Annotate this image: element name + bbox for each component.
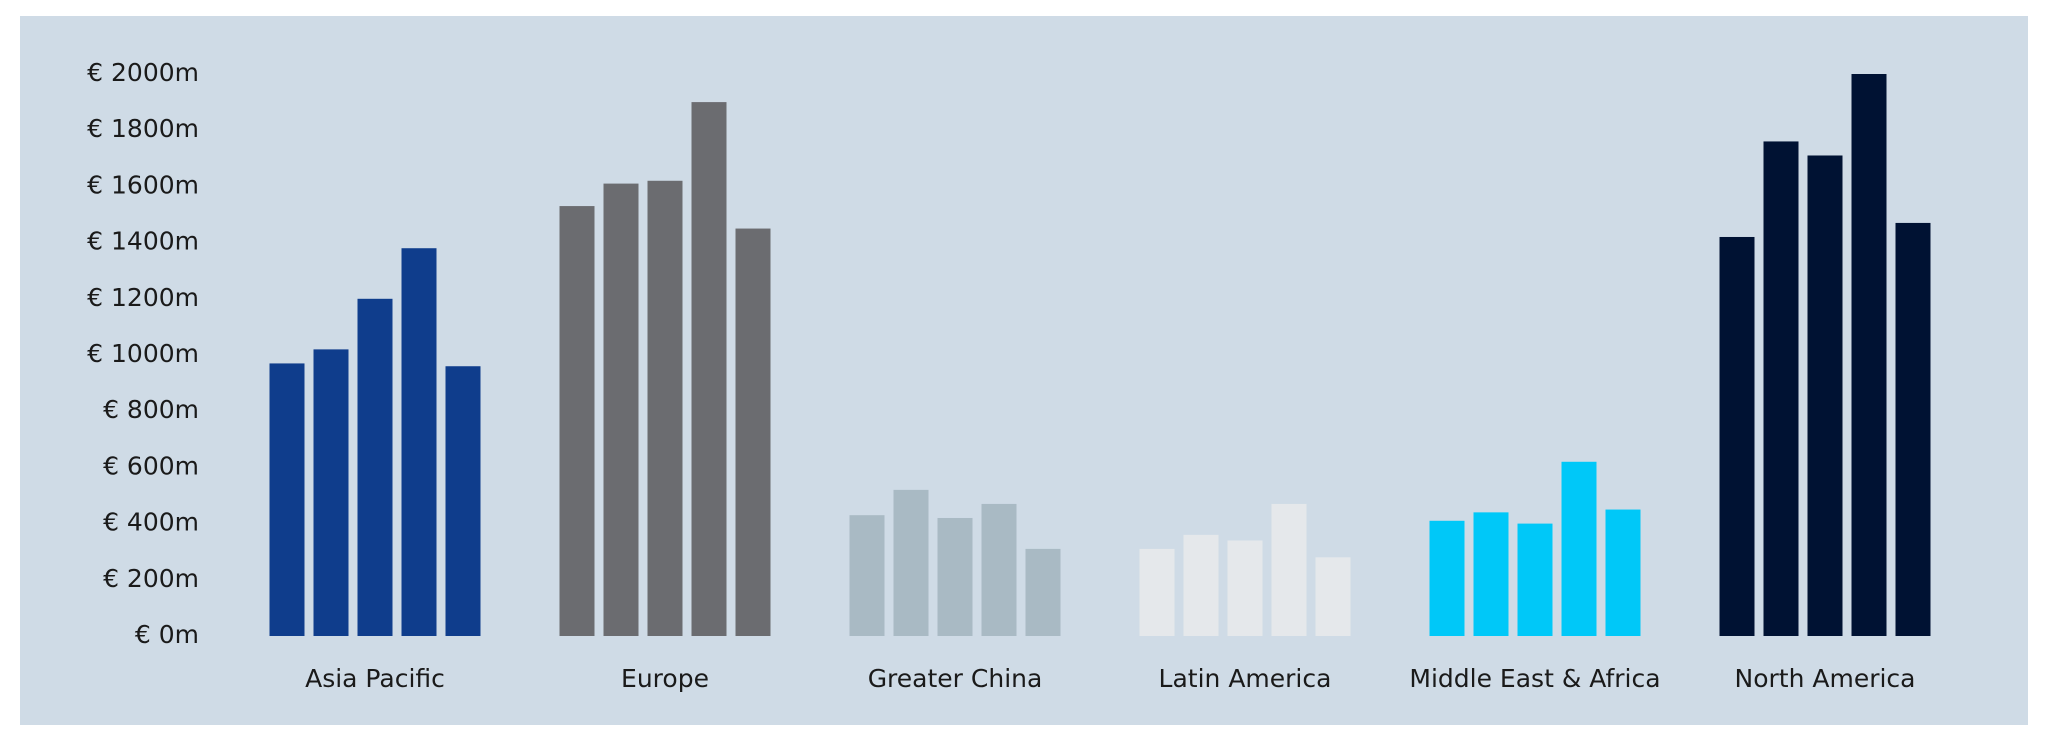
- bar: [1895, 222, 1931, 636]
- bar: [691, 102, 727, 637]
- y-tick-label: € 1200m: [87, 283, 199, 312]
- bar: [1473, 512, 1509, 636]
- x-tick-label: North America: [1735, 664, 1916, 693]
- bar: [1183, 534, 1219, 636]
- bar: [559, 206, 595, 636]
- panel: [20, 16, 2028, 725]
- bar: [849, 515, 885, 636]
- x-tick-label: Middle East & Africa: [1409, 664, 1660, 693]
- y-tick-label: € 1000m: [87, 339, 199, 368]
- bar: [1719, 236, 1755, 637]
- bar: [401, 248, 437, 636]
- bar: [603, 183, 639, 636]
- y-tick-label: € 600m: [103, 451, 199, 480]
- bar: [445, 366, 481, 636]
- bar: [647, 180, 683, 636]
- x-tick-label: Europe: [621, 664, 709, 693]
- bar: [269, 363, 305, 636]
- bar: [1763, 141, 1799, 636]
- bar: [1315, 557, 1351, 636]
- x-tick-label: Asia Pacific: [305, 664, 445, 693]
- y-tick-label: € 1400m: [87, 227, 199, 256]
- bar: [735, 228, 771, 637]
- y-tick-label: € 1800m: [87, 114, 199, 143]
- bar: [313, 349, 349, 636]
- y-tick-label: € 0m: [135, 620, 199, 649]
- bar: [1851, 74, 1887, 636]
- bar: [893, 489, 929, 636]
- bar: [1807, 155, 1843, 637]
- bar: [981, 503, 1017, 636]
- y-tick-label: € 800m: [103, 395, 199, 424]
- bar: [1605, 509, 1641, 636]
- bar: [1271, 503, 1307, 636]
- y-tick-label: € 1600m: [87, 170, 199, 199]
- x-tick-label: Latin America: [1159, 664, 1332, 693]
- bar: [1429, 520, 1465, 636]
- bar: [1227, 540, 1263, 636]
- bar: [1517, 523, 1553, 636]
- y-tick-label: € 2000m: [87, 58, 199, 87]
- bar: [1025, 548, 1061, 636]
- bar: [1561, 461, 1597, 636]
- x-tick-label: Greater China: [868, 664, 1043, 693]
- y-tick-label: € 200m: [103, 564, 199, 593]
- bar: [357, 298, 393, 636]
- bar: [937, 517, 973, 636]
- bar: [1139, 548, 1175, 636]
- y-tick-label: € 400m: [103, 508, 199, 537]
